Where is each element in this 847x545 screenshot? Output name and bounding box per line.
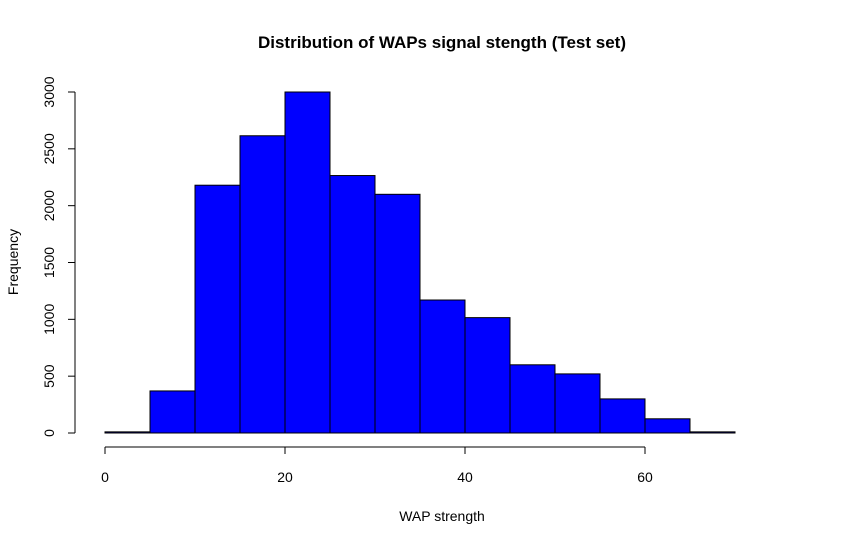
histogram-bar (554, 373, 601, 434)
histogram-bar (599, 398, 646, 434)
y-tick-label: 3000 (41, 76, 57, 107)
chart-title: Distribution of WAPs signal stength (Tes… (258, 33, 626, 52)
y-tick-label: 2500 (41, 133, 57, 164)
y-tick-label: 1500 (41, 247, 57, 278)
y-tick-label: 0 (41, 429, 57, 437)
y-axis-title: Frequency (5, 229, 21, 295)
y-tick-label: 500 (41, 364, 57, 388)
y-tick-label: 2000 (41, 190, 57, 221)
x-tick-label: 20 (277, 469, 293, 485)
x-axis-title: WAP strength (399, 508, 485, 524)
histogram-bar (239, 135, 286, 434)
y-tick-label: 1000 (41, 304, 57, 335)
y-axis: 0 500 1000 1500 2000 2500 3000 (41, 76, 76, 437)
histogram-bar (329, 175, 376, 434)
histogram-bar (374, 193, 421, 434)
x-tick-label: 60 (637, 469, 653, 485)
histogram-bar (194, 184, 241, 434)
histogram-bar (689, 431, 736, 434)
histogram-bar (149, 390, 196, 434)
histogram-bar (644, 418, 691, 434)
histogram-bar (464, 317, 511, 434)
histogram-bar (284, 91, 331, 434)
x-axis: 0 20 40 60 (101, 446, 653, 485)
histogram-bar (419, 299, 466, 434)
x-tick-label: 0 (101, 469, 109, 485)
histogram-bar (104, 431, 151, 434)
x-tick-label: 40 (457, 469, 473, 485)
histogram-bar (509, 364, 556, 434)
bars-group (104, 91, 736, 434)
